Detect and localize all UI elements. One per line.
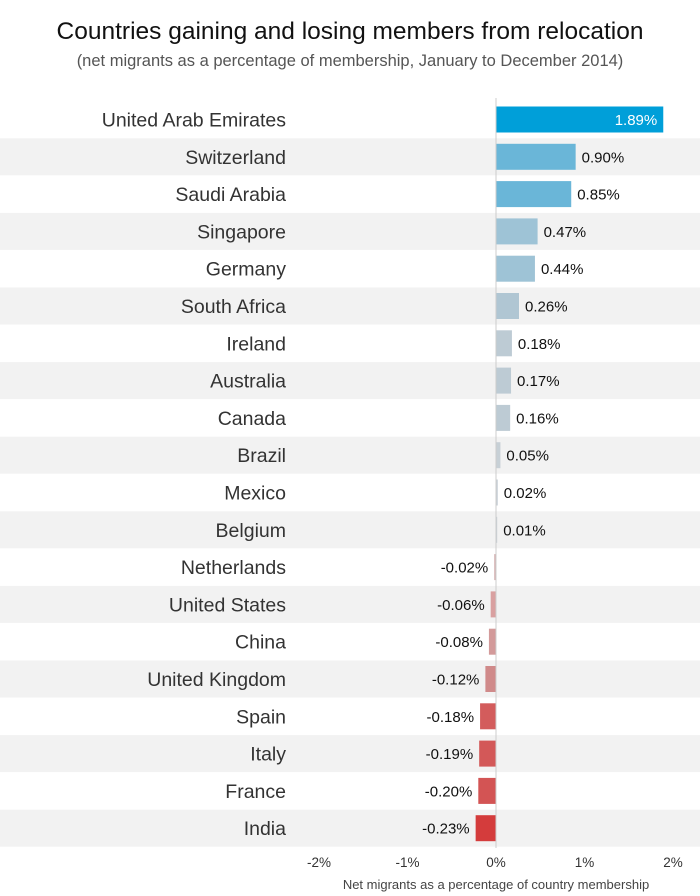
bar [496,143,576,170]
value-label: -0.19% [426,746,474,763]
category-label: United Kingdom [147,669,286,691]
x-tick-label: -1% [395,855,419,870]
category-label: Saudi Arabia [175,184,286,206]
category-label: Australia [210,371,286,393]
value-labels: 1.89% 0.90% 0.85% 0.47% 0.44% 0.26% 0.18% 0.17%… [422,112,657,838]
category-label: United Arab Emirates [102,110,287,132]
value-label: -0.20% [425,783,473,800]
category-label: Switzerland [185,147,286,169]
x-tick-label: 0% [486,855,506,870]
bar [494,554,496,581]
row-stripe [0,511,700,549]
row-stripe [0,585,700,623]
category-label: Belgium [216,520,286,542]
category-label: Ireland [226,333,286,355]
value-label: 0.90% [582,149,625,166]
bar [496,367,512,394]
bar [479,740,496,767]
row-stripe [0,436,700,474]
x-axis-label: Net migrants as a percentage of country … [343,877,649,892]
value-label: -0.06% [437,597,485,614]
category-label: Spain [236,706,286,728]
value-label: 0.02% [504,485,547,502]
row-stripe [0,809,700,847]
bar [496,479,498,506]
value-label: 0.16% [516,410,559,427]
bar [496,293,520,319]
bar [496,442,501,469]
x-tick-label: 2% [663,855,683,870]
chart-title: Countries gaining and losing members fro… [56,18,644,45]
bar [496,255,535,282]
chart-subtitle: (net migrants as a percentage of members… [76,52,624,70]
category-label: Singapore [197,221,286,243]
bar [496,330,512,357]
bar [496,404,511,431]
x-tick-label: 1% [575,855,595,870]
category-labels: United Arab Emirates Switzerland Saudi Ara… [102,110,287,841]
bar [496,106,664,133]
value-label: 1.89% [615,112,658,129]
value-label: -0.12% [432,672,480,689]
row-stripe [0,212,700,250]
value-label: 0.01% [503,522,546,539]
row-stripes [0,138,700,847]
category-label: Brazil [237,445,286,467]
bar [496,218,538,245]
value-label: -0.18% [427,709,475,726]
value-label: 0.85% [577,187,620,204]
bar [485,666,496,692]
category-label: India [244,818,286,840]
bar [488,628,496,655]
category-label: Italy [250,744,286,766]
value-label: 0.17% [517,373,560,390]
row-stripe [0,735,700,773]
value-label: -0.02% [441,560,489,577]
row-stripe [0,138,700,176]
category-label: Mexico [224,483,286,505]
bar [475,815,496,842]
category-label: United States [169,594,286,616]
category-label: China [235,632,286,654]
bars [475,106,664,842]
bar [496,516,498,543]
category-label: South Africa [181,296,286,318]
value-label: -0.08% [435,634,483,651]
category-label: Canada [218,408,286,430]
row-stripe [0,362,700,400]
bar [490,591,496,618]
category-label: Netherlands [181,557,286,579]
value-label: 0.18% [518,336,561,353]
row-stripe [0,660,700,698]
x-axis-ticks: -2% -1% 0% 1% 2% [307,855,683,870]
x-tick-label: -2% [307,855,331,870]
value-label: -0.23% [422,821,470,838]
value-label: 0.05% [506,448,549,465]
value-label: 0.26% [525,299,568,316]
category-label: Germany [206,259,286,281]
bar [478,777,496,804]
value-label: 0.44% [541,261,584,278]
bar [496,181,572,208]
row-stripe [0,287,700,325]
value-label: 0.47% [544,224,587,241]
bar [480,703,496,730]
category-label: France [225,781,286,803]
